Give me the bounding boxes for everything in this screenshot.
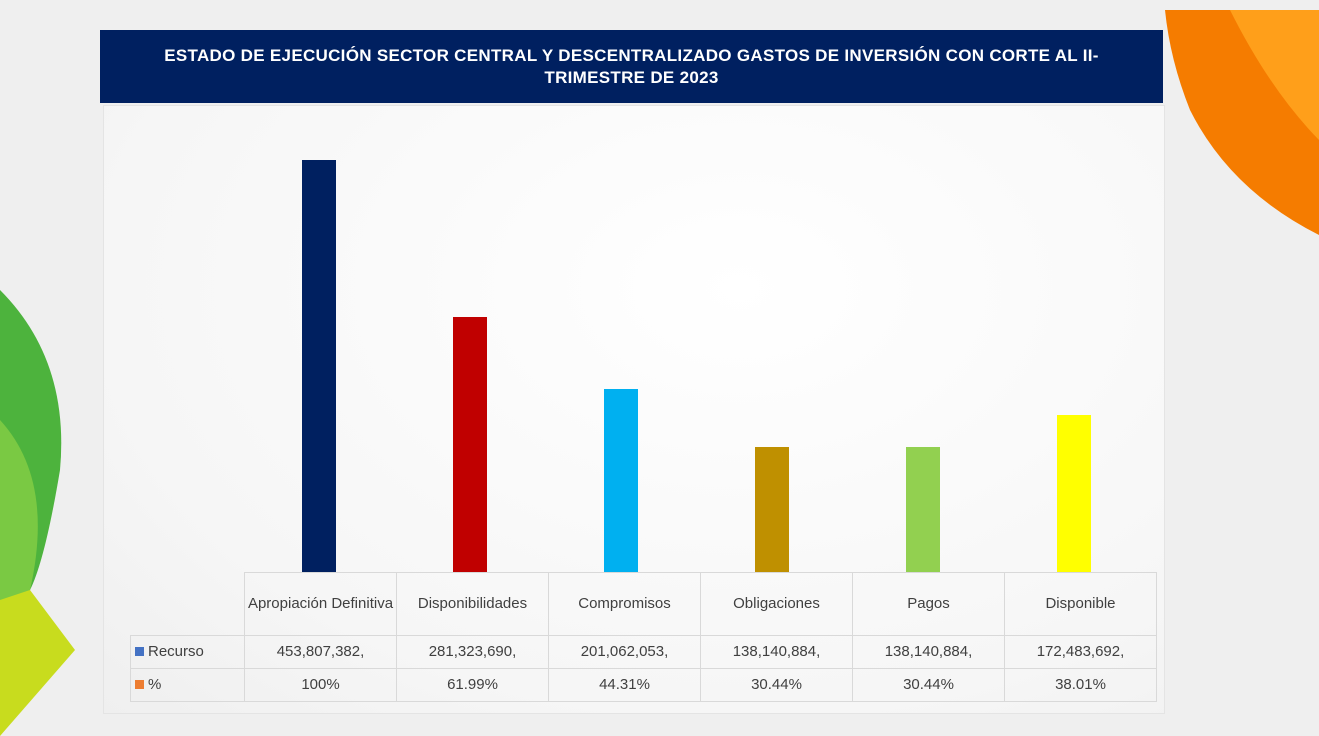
category-label: Pagos bbox=[852, 572, 1005, 636]
legend-label: Recurso bbox=[148, 643, 204, 660]
bar bbox=[905, 446, 940, 572]
category-label: Disponibilidades bbox=[396, 572, 549, 636]
value-label: 453,807,382, bbox=[244, 635, 397, 669]
value-label: 100% bbox=[244, 668, 397, 702]
series-row: % 100% 61.99% 44.31% 30.44% 30.44% 38.01% bbox=[130, 668, 1157, 702]
category-label: Compromisos bbox=[548, 572, 701, 636]
value-label: 201,062,053, bbox=[548, 635, 701, 669]
value-label: 281,323,690, bbox=[396, 635, 549, 669]
chart-title: ESTADO DE EJECUCIÓN SECTOR CENTRAL Y DES… bbox=[164, 45, 1099, 87]
value-label: 172,483,692, bbox=[1004, 635, 1157, 669]
bar bbox=[301, 160, 336, 572]
legend-key bbox=[135, 680, 144, 689]
value-label: 138,140,884, bbox=[852, 635, 1005, 669]
legend-label: % bbox=[148, 676, 162, 693]
category-label: Disponible bbox=[1004, 572, 1157, 636]
corner-cell bbox=[130, 572, 245, 636]
value-label: 30.44% bbox=[852, 668, 1005, 702]
category-label: Obligaciones bbox=[700, 572, 853, 636]
series-row: Recurso 453,807,382, 281,323,690, 201,062,0… bbox=[130, 635, 1157, 669]
value-label: 44.31% bbox=[548, 668, 701, 702]
bar bbox=[1056, 415, 1091, 572]
value-label: 61.99% bbox=[396, 668, 549, 702]
value-label: 138,140,884, bbox=[700, 635, 853, 669]
data-table: Apropiación Definitiva Disponibilidades Co… bbox=[130, 572, 1157, 702]
bar bbox=[452, 316, 487, 572]
bar bbox=[754, 446, 789, 572]
category-label: Apropiación Definitiva bbox=[244, 572, 397, 636]
bar bbox=[603, 389, 638, 572]
legend-entry: Recurso bbox=[130, 635, 245, 669]
value-label: 38.01% bbox=[1004, 668, 1157, 702]
legend-entry: % bbox=[130, 668, 245, 702]
value-label: 30.44% bbox=[700, 668, 853, 702]
legend-key bbox=[135, 647, 144, 656]
chart-title-banner: ESTADO DE EJECUCIÓN SECTOR CENTRAL Y DES… bbox=[100, 30, 1163, 103]
header-row: Apropiación Definitiva Disponibilidades Co… bbox=[130, 572, 1157, 636]
